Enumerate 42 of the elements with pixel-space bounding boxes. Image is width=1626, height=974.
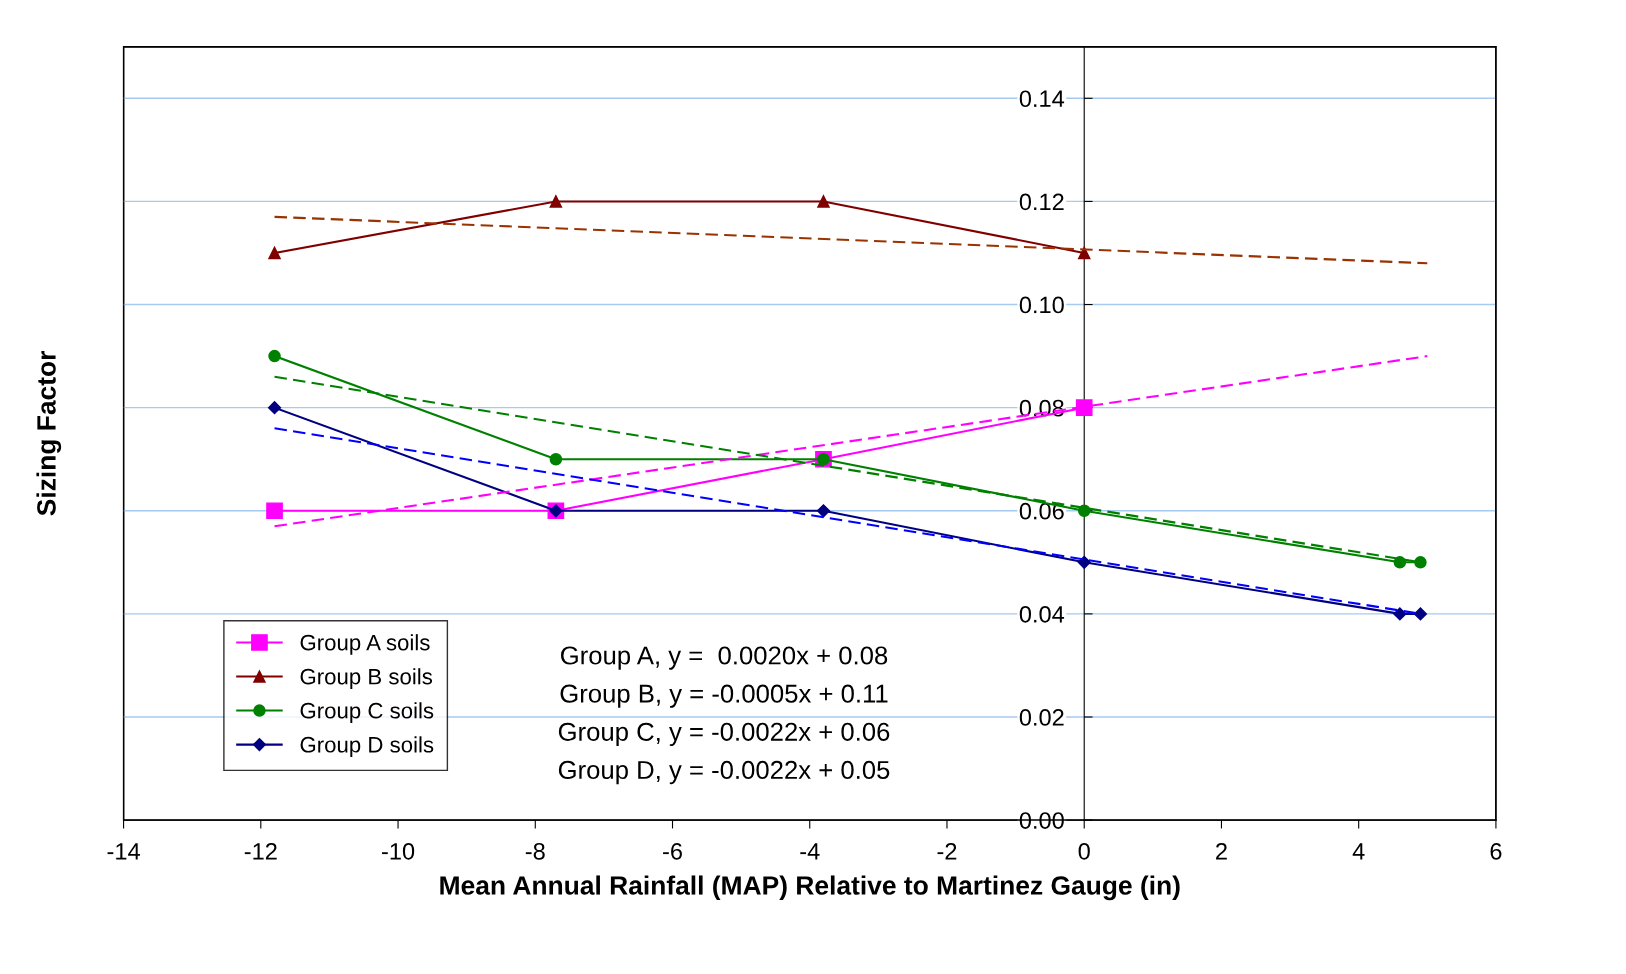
point	[266, 502, 283, 520]
x-tick-label: -6	[663, 842, 682, 860]
annotation: Group C, y = -0.0022x + 0.06	[558, 722, 890, 746]
annotation: Group A, y = 0.0020x + 0.08	[561, 646, 888, 670]
x-tick-label: 0	[1078, 842, 1090, 860]
point	[1077, 555, 1091, 569]
x-tick-label: -10	[382, 842, 415, 860]
point	[1077, 246, 1091, 260]
point	[549, 452, 563, 466]
annotation: Group B, y = -0.0005x + 0.11	[560, 684, 888, 708]
point	[817, 195, 830, 208]
x-tick-label: -8	[525, 842, 545, 860]
point	[267, 401, 282, 415]
legend-label: Group C soils	[300, 702, 434, 723]
point	[1413, 607, 1428, 621]
y-axis-title: Sizing Factor	[36, 350, 62, 516]
x-axis-title: Mean Annual Rainfall (MAP) Relative to Martinez Gauge (in)	[440, 875, 1180, 901]
legend-label: Group A soils	[300, 634, 430, 655]
legend-label: Group D soils	[300, 736, 434, 757]
y-tick-label: 0.02	[1019, 709, 1064, 726]
x-tick-label: -14	[107, 843, 140, 860]
point	[1414, 556, 1427, 569]
x-tick-label: -12	[244, 842, 277, 860]
point	[1393, 556, 1407, 569]
x-tick-label: 2	[1216, 842, 1227, 860]
y-tick-label: 0.14	[1019, 90, 1065, 108]
legend-label: Group B soils	[300, 668, 433, 689]
x-tick-label: 6	[1490, 842, 1502, 860]
x-tick-label: 4	[1352, 843, 1365, 860]
point	[816, 504, 831, 518]
point	[1393, 607, 1407, 621]
y-tick-label: 0.10	[1019, 296, 1064, 314]
y-tick-label: 0.12	[1019, 193, 1064, 211]
point	[1077, 504, 1091, 518]
point	[1075, 399, 1093, 416]
point	[268, 349, 281, 363]
x-tick-label: -2	[937, 842, 957, 860]
point	[268, 246, 281, 260]
x-tick-label: -4	[800, 843, 820, 860]
point	[549, 195, 563, 208]
y-tick-label: 0.04	[1019, 605, 1065, 623]
annotation: Group D, y = -0.0022x + 0.05	[558, 760, 890, 785]
